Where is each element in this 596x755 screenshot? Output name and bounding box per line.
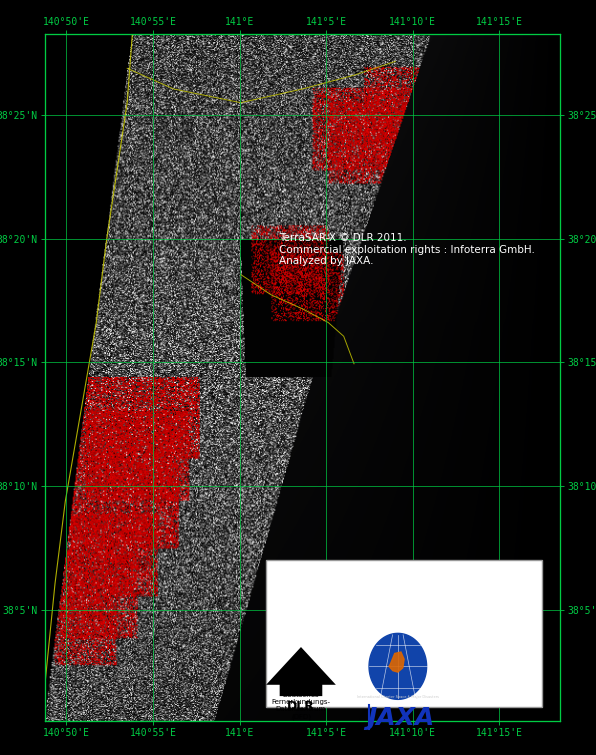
Text: TerraSAR-X © DLR 2011.
Commercial exploitation rights : Infoterra GmbH.
Analyzed: TerraSAR-X © DLR 2011. Commercial exploi… [280,233,535,267]
Text: JAXA: JAXA [367,706,434,730]
Text: International Charter Space & Major Disasters: International Charter Space & Major Disa… [357,695,439,699]
Text: Deutsches
Fernerkundungs-
Datenzentrum
(DFD): Deutsches Fernerkundungs- Datenzentrum (… [272,692,330,720]
Text: DLR: DLR [287,700,315,713]
Polygon shape [369,633,427,699]
Polygon shape [266,647,336,696]
Polygon shape [389,652,404,672]
FancyBboxPatch shape [266,559,542,707]
